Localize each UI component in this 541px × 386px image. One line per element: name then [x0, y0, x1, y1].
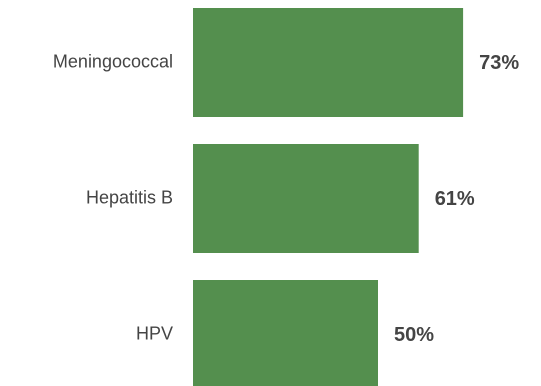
value-label: 73%	[479, 52, 519, 74]
bar-hpv	[193, 280, 378, 386]
value-label: 61%	[435, 188, 475, 210]
value-label: 50%	[394, 324, 434, 346]
bar-meningococcal	[193, 8, 464, 117]
value-labels: 73% 61% 50%	[394, 52, 519, 346]
category-label: Hepatitis B	[86, 187, 173, 207]
bars-group	[193, 8, 464, 386]
category-label: HPV	[136, 323, 173, 343]
category-label: Meningococcal	[53, 51, 173, 71]
bar-hepatitis-b	[193, 144, 419, 253]
category-labels: Meningococcal Hepatitis B HPV	[53, 51, 173, 343]
